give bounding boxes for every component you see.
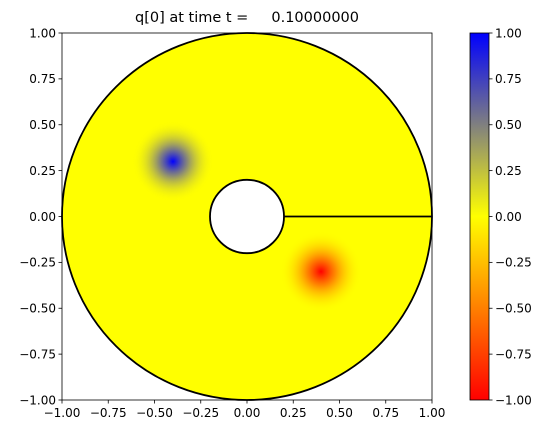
colorbar-ticks: 1.00 0.75 0.50 0.25 0.00 −0.25 −0.50 −0.75 −1.00 bbox=[489, 26, 532, 407]
colorbar-tick-label: −0.75 bbox=[495, 347, 532, 361]
colorbar-tick-label: −1.00 bbox=[495, 393, 532, 407]
colorbar-tick-label: −0.50 bbox=[495, 302, 532, 316]
colorbar-tick-label: 0.75 bbox=[495, 72, 522, 86]
x-tick-label: −1.00 bbox=[44, 406, 81, 420]
x-tick-label: −0.50 bbox=[136, 406, 173, 420]
colorbar-tick-label: 1.00 bbox=[495, 26, 522, 40]
x-axis: −1.00 −0.75 −0.50 −0.25 0.00 0.25 0.50 0.75 1.00 bbox=[44, 400, 446, 420]
chart-title: q[0] at time t = 0.10000000 bbox=[135, 10, 359, 26]
y-tick-label: 1.00 bbox=[29, 26, 56, 40]
x-tick-label: −0.75 bbox=[90, 406, 127, 420]
x-tick-label: 0.25 bbox=[280, 406, 307, 420]
y-tick-label: −0.75 bbox=[19, 347, 56, 361]
blob-negative bbox=[280, 231, 362, 312]
colorbar-tick-label: −0.25 bbox=[495, 256, 532, 270]
x-tick-label: 0.75 bbox=[372, 406, 399, 420]
y-axis: 1.00 0.75 0.50 0.25 0.00 −0.25 −0.50 −0.75 −1.00 bbox=[19, 26, 62, 407]
y-tick-label: 0.00 bbox=[29, 210, 56, 224]
plot-area bbox=[61, 32, 433, 401]
colorbar-tick-label: 0.25 bbox=[495, 164, 522, 178]
x-tick-label: 0.00 bbox=[234, 406, 261, 420]
y-tick-label: 0.75 bbox=[29, 72, 56, 86]
x-tick-label: −0.25 bbox=[182, 406, 219, 420]
colorbar: 1.00 0.75 0.50 0.25 0.00 −0.25 −0.50 −0.75 −1.00 bbox=[469, 26, 532, 407]
y-tick-label: −0.25 bbox=[19, 256, 56, 270]
y-tick-label: 0.50 bbox=[29, 118, 56, 132]
colorbar-tick-label: 0.00 bbox=[495, 210, 522, 224]
inner-boundary bbox=[209, 178, 285, 255]
blob-positive bbox=[132, 121, 214, 202]
y-tick-label: 0.25 bbox=[29, 164, 56, 178]
colorbar-tick-label: 0.50 bbox=[495, 118, 522, 132]
x-tick-label: 1.00 bbox=[419, 406, 446, 420]
y-tick-label: −1.00 bbox=[19, 393, 56, 407]
colorbar-gradient bbox=[469, 32, 490, 401]
y-tick-label: −0.50 bbox=[19, 302, 56, 316]
x-tick-label: 0.50 bbox=[326, 406, 353, 420]
